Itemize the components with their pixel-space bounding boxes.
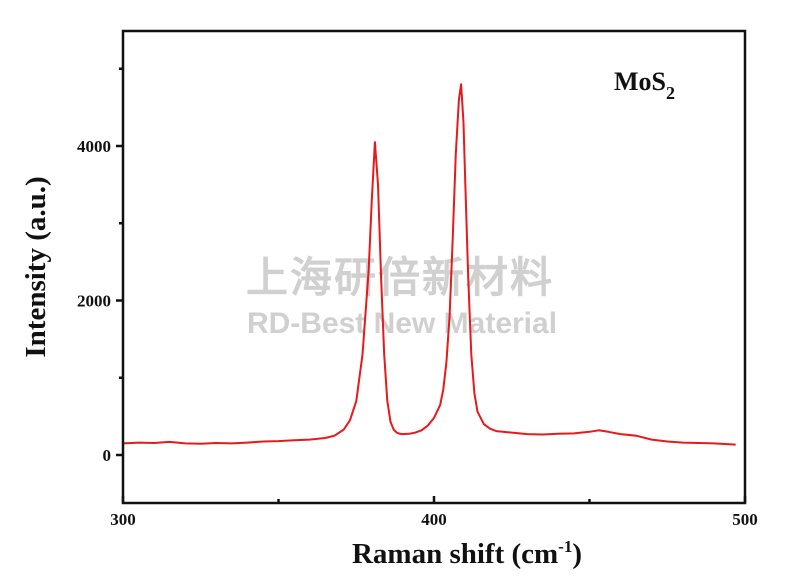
y-tick-label: 2000 [77, 292, 111, 311]
x-tick-label: 300 [110, 510, 136, 529]
watermark-chinese: 上海研倍新材料 [246, 253, 554, 302]
x-axis-tick-labels: 300 400 500 [110, 510, 758, 529]
sample-label-sub: 2 [666, 83, 675, 103]
y-tick-label: 4000 [77, 137, 111, 156]
x-axis-ticks [121, 496, 747, 503]
x-axis-title-sup: -1 [558, 537, 572, 556]
y-axis-tick-labels: 0 2000 4000 [77, 137, 111, 465]
x-tick-label: 400 [421, 510, 447, 529]
y-axis-ticks [116, 67, 123, 457]
y-tick-label: 0 [103, 446, 112, 465]
sample-label: MoS2 [614, 67, 675, 103]
watermark: 上海研倍新材料 RD-Best New Material [246, 253, 557, 340]
watermark-english: RD-Best New Material [247, 307, 557, 340]
y-axis-title: Intensity (a.u.) [20, 176, 52, 357]
x-axis-title-main: Raman shift (cm [352, 538, 558, 570]
x-tick-label: 500 [732, 510, 758, 529]
sample-label-base: MoS [614, 67, 666, 96]
x-axis-title: Raman shift (cm-1) [352, 537, 582, 570]
x-axis-title-close: ) [572, 538, 582, 570]
spectrum-line [122, 83, 736, 446]
